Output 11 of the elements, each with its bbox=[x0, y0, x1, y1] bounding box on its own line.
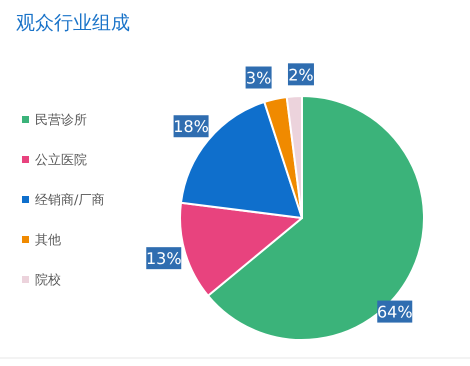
data-label: 2% bbox=[288, 65, 314, 84]
legend-label: 经销商/厂商 bbox=[35, 193, 104, 208]
data-label: 13% bbox=[146, 249, 182, 268]
legend-label: 其他 bbox=[35, 233, 61, 248]
legend-label: 院校 bbox=[35, 273, 61, 288]
data-label: 18% bbox=[173, 117, 209, 136]
legend-label: 民营诊所 bbox=[35, 113, 87, 128]
data-label: 3% bbox=[246, 68, 272, 88]
chart-title: 观众行业组成 bbox=[16, 12, 130, 34]
data-label: 64% bbox=[376, 302, 413, 322]
legend-label: 公立医院 bbox=[35, 152, 87, 168]
